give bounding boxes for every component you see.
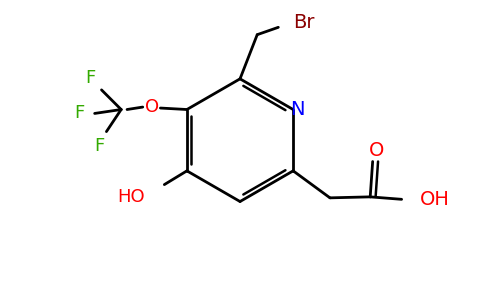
Text: Br: Br bbox=[293, 14, 315, 32]
Text: OH: OH bbox=[420, 190, 450, 209]
Text: N: N bbox=[290, 100, 304, 119]
Text: O: O bbox=[145, 98, 159, 116]
Text: O: O bbox=[368, 141, 384, 160]
Text: F: F bbox=[94, 137, 105, 155]
Text: F: F bbox=[86, 69, 96, 87]
Text: HO: HO bbox=[117, 188, 145, 206]
Text: F: F bbox=[74, 104, 84, 122]
